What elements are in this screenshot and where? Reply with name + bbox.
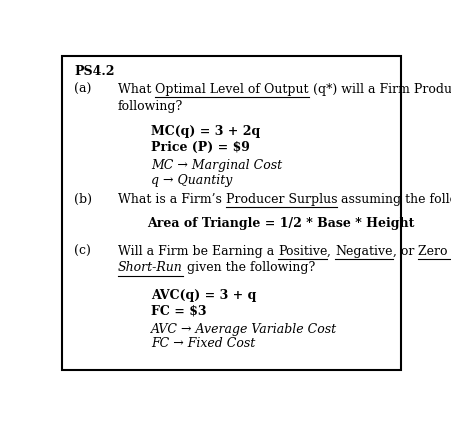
Text: What is a Firm’s: What is a Firm’s (118, 193, 225, 206)
Text: Area of Triangle = 1/2 * Base * Height: Area of Triangle = 1/2 * Base * Height (147, 218, 414, 230)
Text: Positive: Positive (277, 245, 327, 258)
Text: FC = $3: FC = $3 (151, 304, 206, 317)
Text: assuming the following?: assuming the following? (336, 193, 451, 206)
Text: given the following?: given the following? (182, 261, 314, 274)
Text: (a): (a) (74, 83, 91, 96)
Text: following?: following? (118, 100, 183, 113)
Text: ,: , (327, 245, 335, 258)
Text: Negative: Negative (335, 245, 392, 258)
Text: Optimal Level of Output: Optimal Level of Output (155, 83, 308, 96)
Text: FC → Fixed Cost: FC → Fixed Cost (151, 337, 255, 350)
Text: What: What (118, 83, 155, 96)
Text: Zero Profit: Zero Profit (417, 245, 451, 258)
Text: q → Quantity: q → Quantity (151, 174, 232, 187)
Text: (c): (c) (74, 245, 91, 258)
Text: PS4.2: PS4.2 (74, 65, 114, 78)
Text: , or: , or (392, 245, 417, 258)
Text: Price (P) = $9: Price (P) = $9 (151, 141, 249, 154)
Text: AVC(q) = 3 + q: AVC(q) = 3 + q (151, 289, 256, 302)
Text: Producer Surplus: Producer Surplus (225, 193, 336, 206)
Text: Short-Run: Short-Run (118, 261, 182, 274)
Text: AVC → Average Variable Cost: AVC → Average Variable Cost (151, 323, 336, 336)
FancyBboxPatch shape (62, 56, 400, 370)
Text: (q*) will a Firm Produce given the: (q*) will a Firm Produce given the (308, 83, 451, 96)
Text: MC(q) = 3 + 2q: MC(q) = 3 + 2q (151, 125, 260, 138)
Text: Will a Firm be Earning a: Will a Firm be Earning a (118, 245, 277, 258)
Text: MC → Marginal Cost: MC → Marginal Cost (151, 159, 281, 172)
Text: (b): (b) (74, 193, 92, 206)
